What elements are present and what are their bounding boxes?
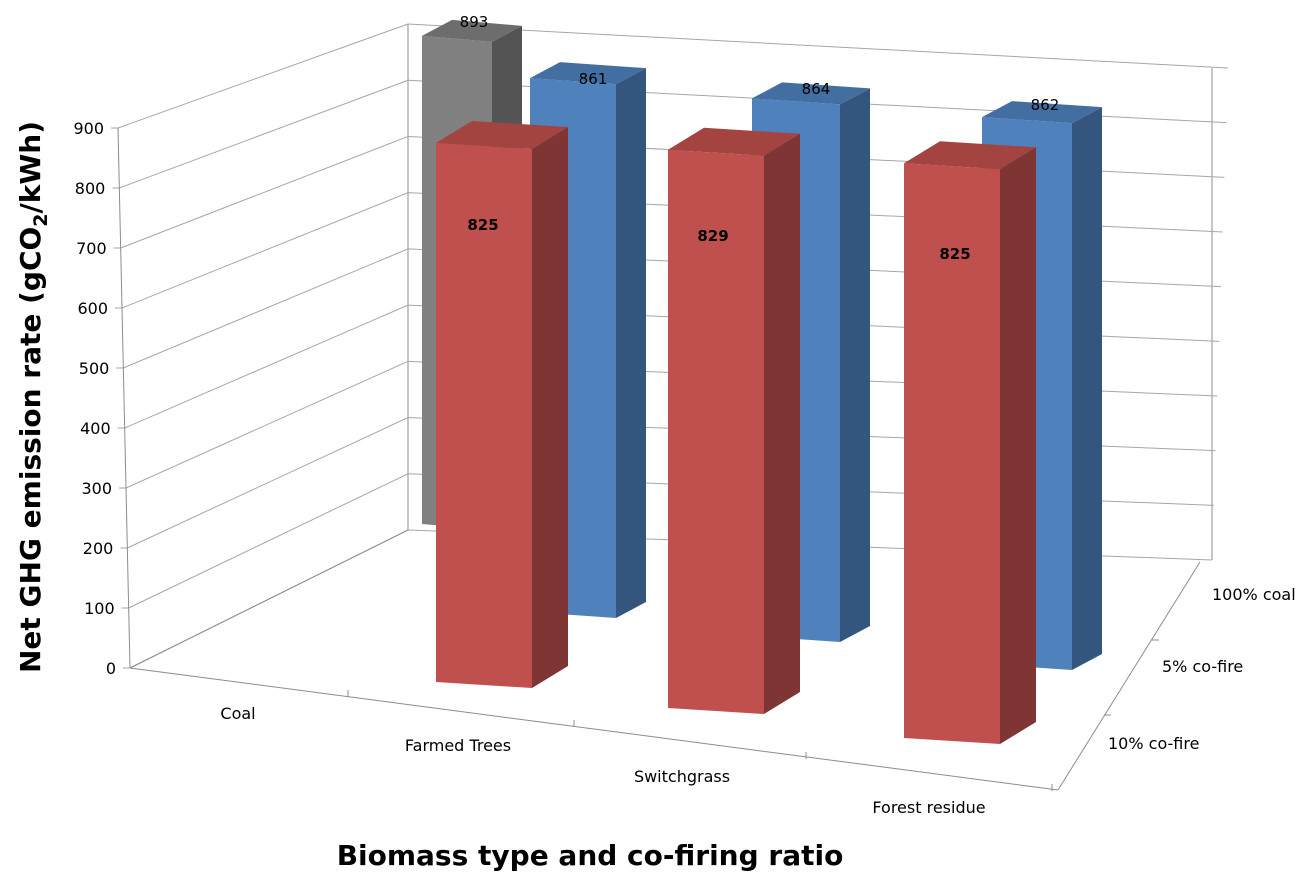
bar-side <box>616 68 646 618</box>
category-label-forest-residue: Forest residue <box>872 798 985 817</box>
bar-side <box>1000 147 1036 744</box>
y-axis-title: Net GHG emission rate (gCO2/kWh) <box>14 121 52 673</box>
y-tick-label: 400 <box>80 419 111 438</box>
data-label-10pct-forest-residue: 825 <box>939 245 970 263</box>
x-axis-title: Biomass type and co-firing ratio <box>337 839 844 872</box>
y-tick-label: 700 <box>76 239 107 258</box>
bar-side <box>764 134 800 714</box>
y-tick-label: 500 <box>79 359 110 378</box>
data-label-5pct-forest-residue: 862 <box>1031 96 1060 114</box>
bar-side <box>532 127 568 688</box>
bar-side <box>840 88 870 642</box>
category-label-coal: Coal <box>220 704 255 723</box>
y-tick-label: 100 <box>84 599 115 618</box>
y-tick-label: 800 <box>75 179 106 198</box>
bars <box>422 20 1102 744</box>
y-tick-label: 600 <box>77 299 108 318</box>
depth-label-5pct: 5% co-fire <box>1162 657 1243 676</box>
y-tick-label: 900 <box>73 119 104 138</box>
floor-left-edge <box>130 530 408 668</box>
data-label-10pct-switchgrass: 829 <box>697 227 728 245</box>
data-label-coal: 893 <box>460 13 489 31</box>
depth-label-100pct: 100% coal <box>1212 585 1296 604</box>
y-axis-title-suffix: /kWh) <box>14 121 47 213</box>
bar-side <box>1072 107 1102 670</box>
y-tick-label: 200 <box>83 539 114 558</box>
data-label-5pct-switchgrass: 864 <box>802 80 831 98</box>
y-axis-title-subscript: 2 <box>30 213 52 226</box>
bar <box>668 128 800 714</box>
data-label-10pct-farmed-trees: 825 <box>467 216 498 234</box>
y-tick-label: 300 <box>81 479 112 498</box>
data-label-5pct-farmed-trees: 861 <box>579 70 608 88</box>
y-axis-line <box>118 128 130 668</box>
y-tick-label: 0 <box>106 659 116 678</box>
depth-label-10pct: 10% co-fire <box>1108 734 1199 753</box>
bar <box>904 141 1036 744</box>
bar <box>436 121 568 688</box>
category-label-farmed-trees: Farmed Trees <box>405 736 511 755</box>
category-label-switchgrass: Switchgrass <box>634 767 730 786</box>
y-axis-title-prefix: Net GHG emission rate (gCO <box>14 227 47 673</box>
y-tick-labels: 0 100 200 300 400 500 600 700 800 900 <box>73 119 116 678</box>
